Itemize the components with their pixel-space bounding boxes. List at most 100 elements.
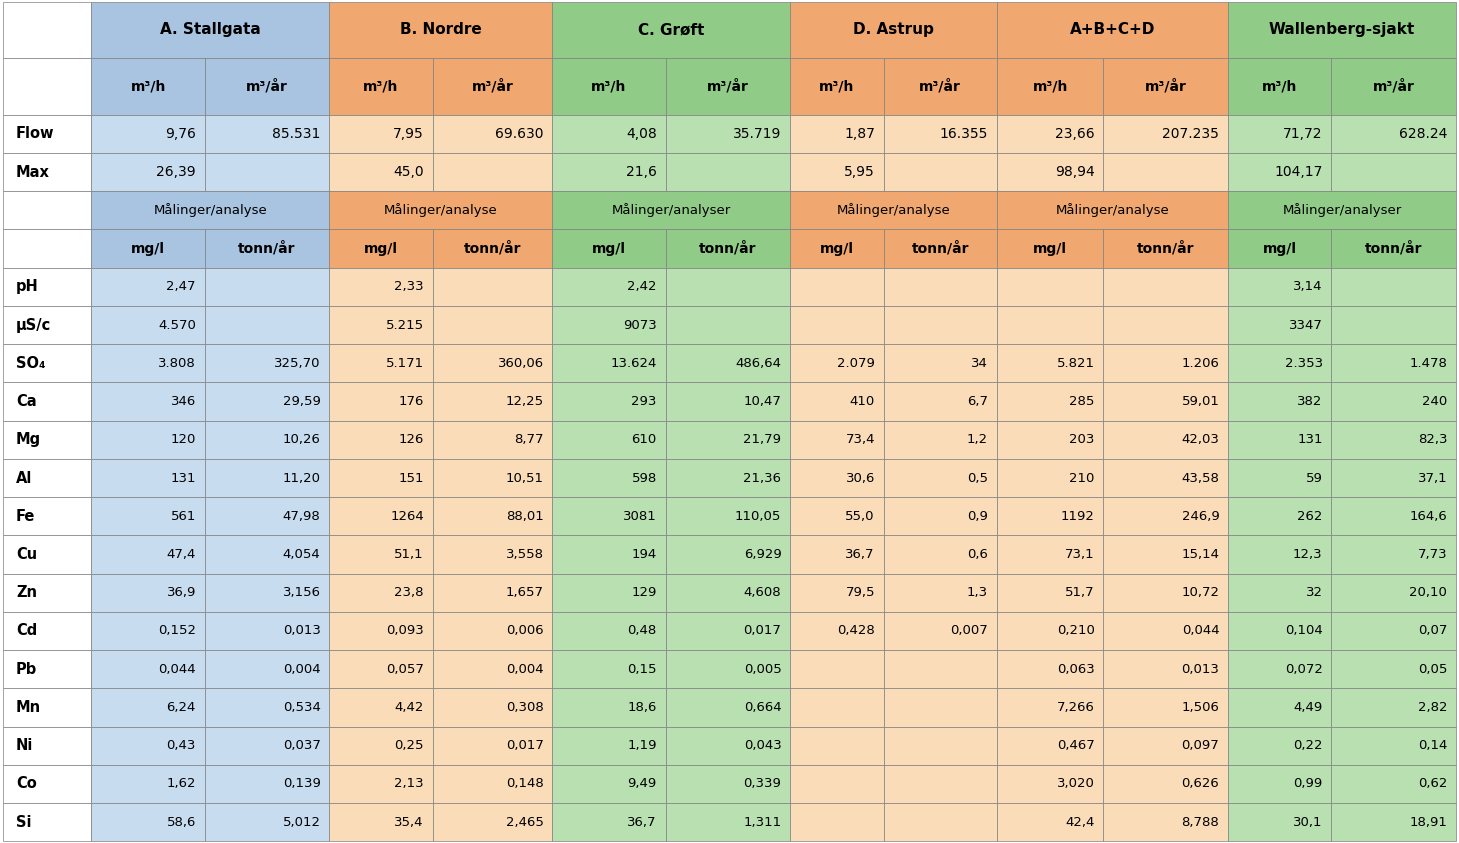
Text: 246,9: 246,9 bbox=[1182, 510, 1220, 523]
Text: 3.808: 3.808 bbox=[158, 357, 196, 370]
Bar bbox=[330, 535, 433, 573]
Bar bbox=[433, 268, 553, 306]
Bar bbox=[996, 689, 1103, 727]
Text: 610: 610 bbox=[632, 433, 657, 446]
Bar bbox=[791, 383, 884, 421]
Text: 0,308: 0,308 bbox=[506, 701, 544, 714]
Text: 4,054: 4,054 bbox=[283, 548, 321, 561]
Bar bbox=[1228, 153, 1332, 191]
Text: m³/år: m³/år bbox=[1373, 79, 1415, 94]
Text: 35,4: 35,4 bbox=[394, 816, 425, 829]
Bar bbox=[204, 153, 330, 191]
Bar bbox=[1332, 306, 1456, 344]
Bar bbox=[665, 115, 791, 153]
Bar bbox=[433, 344, 553, 383]
Text: 7,73: 7,73 bbox=[1418, 548, 1447, 561]
Bar bbox=[1332, 765, 1456, 803]
Text: B. Nordre: B. Nordre bbox=[400, 23, 481, 37]
Text: 34: 34 bbox=[972, 357, 988, 370]
Bar bbox=[1228, 2, 1456, 58]
Bar bbox=[433, 497, 553, 535]
Text: 1,19: 1,19 bbox=[627, 739, 657, 752]
Bar bbox=[665, 573, 791, 612]
Text: 3,156: 3,156 bbox=[283, 586, 321, 599]
Bar bbox=[1103, 306, 1228, 344]
Bar bbox=[433, 535, 553, 573]
Text: 486,64: 486,64 bbox=[735, 357, 782, 370]
Text: 151: 151 bbox=[398, 471, 425, 485]
Bar bbox=[553, 459, 665, 497]
Bar bbox=[1103, 229, 1228, 268]
Text: Målinger/analyse: Målinger/analyse bbox=[153, 203, 267, 217]
Bar bbox=[204, 803, 330, 841]
Text: A+B+C+D: A+B+C+D bbox=[1069, 23, 1156, 37]
Bar bbox=[665, 58, 791, 115]
Bar bbox=[1103, 497, 1228, 535]
Text: 0,152: 0,152 bbox=[158, 625, 196, 637]
Text: Max: Max bbox=[16, 164, 50, 180]
Text: 69.630: 69.630 bbox=[495, 126, 544, 141]
Bar bbox=[1103, 612, 1228, 650]
Text: 8,77: 8,77 bbox=[514, 433, 544, 446]
Text: 0,14: 0,14 bbox=[1418, 739, 1447, 752]
Text: m³/h: m³/h bbox=[1262, 79, 1297, 94]
Bar bbox=[884, 344, 996, 383]
Text: Målinger/analyser: Målinger/analyser bbox=[1282, 203, 1402, 217]
Bar bbox=[433, 803, 553, 841]
Bar bbox=[1332, 153, 1456, 191]
Text: 35.719: 35.719 bbox=[732, 126, 782, 141]
Text: 360,06: 360,06 bbox=[498, 357, 544, 370]
Bar bbox=[791, 535, 884, 573]
Text: tonn/år: tonn/år bbox=[699, 241, 757, 255]
Text: 3347: 3347 bbox=[1288, 319, 1323, 331]
Bar bbox=[1228, 459, 1332, 497]
Bar bbox=[1228, 344, 1332, 383]
Text: 10,47: 10,47 bbox=[744, 395, 782, 408]
Text: Ni: Ni bbox=[16, 738, 34, 753]
Bar bbox=[1228, 383, 1332, 421]
Bar bbox=[330, 153, 433, 191]
Bar bbox=[665, 153, 791, 191]
Bar bbox=[884, 612, 996, 650]
Text: 2,465: 2,465 bbox=[506, 816, 544, 829]
Bar bbox=[553, 229, 665, 268]
Bar bbox=[1103, 765, 1228, 803]
Bar bbox=[330, 689, 433, 727]
Text: 55,0: 55,0 bbox=[845, 510, 875, 523]
Bar bbox=[553, 497, 665, 535]
Bar bbox=[553, 765, 665, 803]
Bar bbox=[996, 2, 1228, 58]
Bar bbox=[1103, 268, 1228, 306]
Bar bbox=[1332, 383, 1456, 421]
Text: 51,1: 51,1 bbox=[394, 548, 425, 561]
Text: 82,3: 82,3 bbox=[1418, 433, 1447, 446]
Bar bbox=[204, 612, 330, 650]
Bar bbox=[1103, 650, 1228, 689]
Text: 203: 203 bbox=[1069, 433, 1094, 446]
Bar bbox=[204, 497, 330, 535]
Bar bbox=[1332, 573, 1456, 612]
Text: Målinger/analyse: Målinger/analyse bbox=[384, 203, 498, 217]
Text: 11,20: 11,20 bbox=[283, 471, 321, 485]
Bar bbox=[204, 383, 330, 421]
Bar bbox=[204, 535, 330, 573]
Bar bbox=[553, 153, 665, 191]
Text: 4,608: 4,608 bbox=[744, 586, 782, 599]
Bar bbox=[996, 650, 1103, 689]
Bar bbox=[433, 229, 553, 268]
Bar bbox=[791, 306, 884, 344]
Bar bbox=[553, 650, 665, 689]
Bar bbox=[665, 612, 791, 650]
Bar bbox=[996, 612, 1103, 650]
Bar bbox=[92, 535, 204, 573]
Text: 3,020: 3,020 bbox=[1056, 777, 1094, 791]
Text: 410: 410 bbox=[849, 395, 875, 408]
Text: 4,49: 4,49 bbox=[1294, 701, 1323, 714]
Text: 85.531: 85.531 bbox=[273, 126, 321, 141]
Bar bbox=[92, 383, 204, 421]
Text: 21,6: 21,6 bbox=[626, 165, 657, 179]
Bar bbox=[92, 58, 204, 115]
Text: 23,66: 23,66 bbox=[1055, 126, 1094, 141]
Bar bbox=[665, 383, 791, 421]
Text: Flow: Flow bbox=[16, 126, 54, 142]
